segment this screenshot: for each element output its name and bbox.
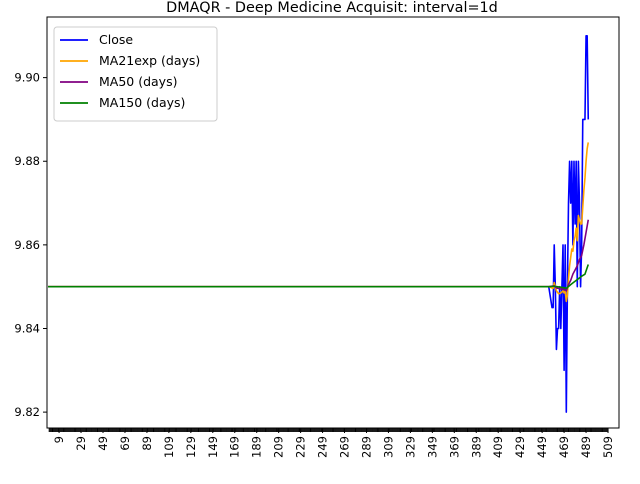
legend <box>53 26 218 122</box>
x-tick-label: 449 <box>535 436 549 458</box>
x-minor-ticks <box>48 428 609 432</box>
y-tick-label: 9.82 <box>14 405 40 419</box>
x-tick-label: 369 <box>447 436 461 458</box>
plot-frame <box>46 16 620 429</box>
x-tick-label: 469 <box>557 436 571 458</box>
y-tick-label: 9.90 <box>14 71 40 85</box>
x-tick-label: 209 <box>272 436 286 458</box>
x-tick-label: 289 <box>359 436 373 458</box>
x-tick-label: 409 <box>491 436 505 458</box>
x-tick-label: 489 <box>579 436 593 458</box>
x-tick-label: 509 <box>601 436 615 458</box>
x-tick-label: 129 <box>184 436 198 458</box>
series-line-ma21exp-days <box>48 142 590 303</box>
legend-label: Close <box>99 32 133 47</box>
x-tick-label: 309 <box>381 436 395 458</box>
x-tick-label: 169 <box>228 436 242 458</box>
x-tick-label: 29 <box>74 436 88 451</box>
x-tick-label: 109 <box>162 436 176 458</box>
series-line-ma150-days <box>48 264 590 290</box>
chart-title: DMAQR - Deep Medicine Acquisit: interval… <box>166 0 498 16</box>
legend-label: MA21exp (days) <box>99 53 200 68</box>
y-tick-label: 9.88 <box>14 154 40 168</box>
legend-label: MA50 (days) <box>99 74 177 89</box>
x-tick-label: 229 <box>294 436 308 458</box>
x-tick-label: 49 <box>96 436 110 451</box>
x-tick-label: 269 <box>338 436 352 458</box>
x-tick-label: 9 <box>52 436 66 443</box>
x-tick-label: 349 <box>425 436 439 458</box>
y-tick-label: 9.86 <box>14 238 40 252</box>
x-tick-label: 189 <box>250 436 264 458</box>
x-tick-label: 69 <box>118 436 132 451</box>
x-tick-label: 89 <box>140 436 154 451</box>
legend-label: MA150 (days) <box>99 95 185 110</box>
y-tick-label: 9.84 <box>14 321 40 335</box>
x-tick-label: 429 <box>513 436 527 458</box>
x-tick-label: 249 <box>316 436 330 458</box>
x-tick-label: 389 <box>469 436 483 458</box>
x-tick-label: 149 <box>206 436 220 458</box>
x-tick-label: 329 <box>403 436 417 458</box>
series-line-close <box>547 35 590 413</box>
series-line-ma50-days <box>48 219 590 292</box>
